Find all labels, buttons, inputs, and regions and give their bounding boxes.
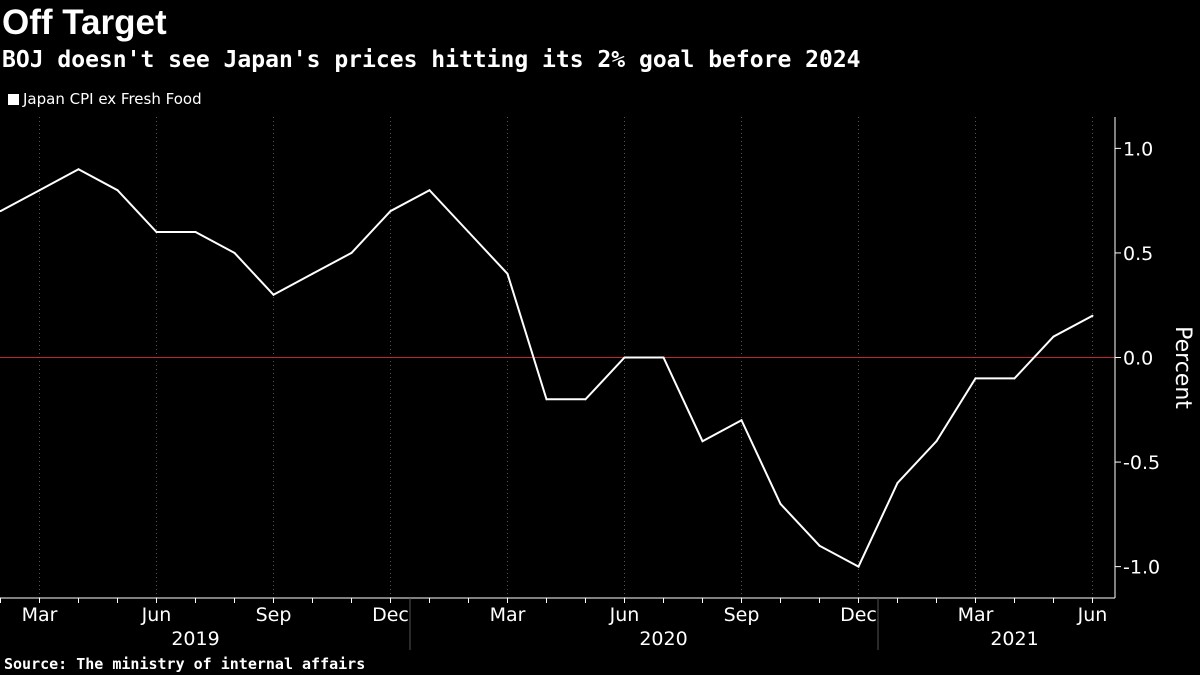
legend-label: Japan CPI ex Fresh Food xyxy=(23,90,202,108)
x-tick-label: Dec xyxy=(840,604,877,626)
chart-subtitle: BOJ doesn't see Japan's prices hitting i… xyxy=(2,47,861,73)
x-tick-label: Mar xyxy=(958,604,994,626)
data-point xyxy=(506,272,509,275)
data-point xyxy=(662,356,665,359)
data-point xyxy=(1091,314,1094,317)
y-tick-label: -1.0 xyxy=(1123,557,1160,579)
y-tick-label: 0.5 xyxy=(1123,243,1153,265)
source-note: Source: The ministry of internal affairs xyxy=(4,655,366,673)
data-point xyxy=(779,502,782,505)
data-point xyxy=(116,189,119,192)
y-axis-label: Percent xyxy=(1170,326,1195,409)
data-point xyxy=(233,251,236,254)
y-tick-label: 1.0 xyxy=(1123,138,1153,160)
x-year-label: 2019 xyxy=(171,628,219,650)
x-year-label: 2020 xyxy=(639,628,687,650)
x-tick-label: Sep xyxy=(724,604,760,626)
x-tick-label: Mar xyxy=(22,604,58,626)
x-year-label: 2021 xyxy=(990,628,1038,650)
data-point xyxy=(584,398,587,401)
data-point xyxy=(155,231,158,233)
series-line-cpi xyxy=(0,168,1093,568)
data-point xyxy=(740,419,743,422)
data-point xyxy=(1013,377,1016,380)
data-point xyxy=(896,482,899,484)
data-point xyxy=(1052,335,1055,338)
data-point xyxy=(857,565,860,568)
data-point xyxy=(701,440,704,443)
data-point xyxy=(545,398,548,401)
data-point xyxy=(428,189,431,192)
x-tick-label: Sep xyxy=(256,604,292,626)
data-point xyxy=(623,356,626,359)
data-point xyxy=(311,272,314,275)
x-tick-label: Jun xyxy=(141,604,172,626)
data-point xyxy=(272,293,275,296)
data-point xyxy=(467,231,470,233)
data-point xyxy=(194,231,197,233)
x-tick-label: Mar xyxy=(490,604,526,626)
chart-title: Off Target xyxy=(2,3,167,42)
x-tick-label: Dec xyxy=(372,604,409,626)
data-point xyxy=(818,544,821,547)
data-point xyxy=(350,251,353,254)
data-point xyxy=(389,210,392,213)
data-point xyxy=(77,168,80,171)
legend: Japan CPI ex Fresh Food xyxy=(8,90,202,108)
data-point xyxy=(974,377,977,380)
data-point xyxy=(38,189,41,192)
x-tick-label: Jun xyxy=(609,604,640,626)
x-tick-label: Jun xyxy=(1077,604,1108,626)
legend-swatch xyxy=(8,93,19,105)
y-tick-label: 0.0 xyxy=(1123,348,1153,370)
data-point xyxy=(0,210,2,213)
y-tick-label: -0.5 xyxy=(1123,452,1160,474)
data-point xyxy=(935,440,938,443)
